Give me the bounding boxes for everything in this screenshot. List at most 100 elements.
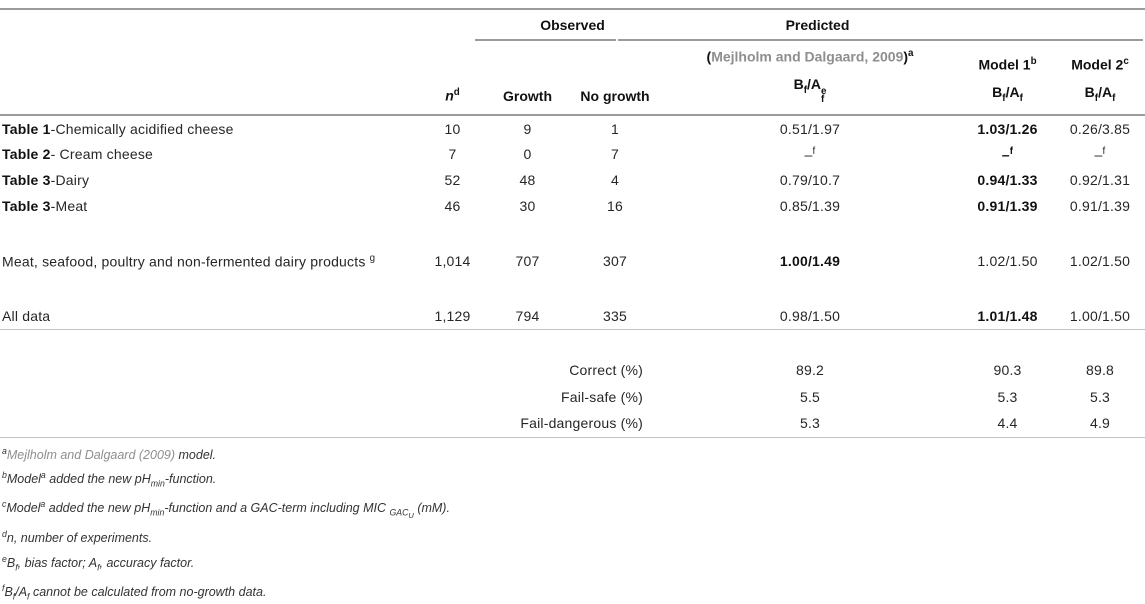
cell-n: 1,014 — [434, 253, 471, 269]
cell-label: Table 2- Cream cheese — [0, 141, 420, 167]
footnotes: aMejlholm and Dalgaard (2009) model. bMod… — [2, 441, 1142, 604]
table-row: All data 1,129 794 335 0.98/1.50 1.01/1.48 1.0… — [0, 303, 1145, 329]
row-label-bold: Table 3 — [2, 172, 51, 188]
cell-model1: 4.4 — [997, 415, 1018, 432]
mejlholm-citation-line: (Mejlholm and Dalgaard, 2009)a — [660, 48, 960, 65]
cell-label: All data — [0, 303, 420, 329]
table-row: Table 3-Meat 46 30 16 0.85/1.39 0.91/1.39 0.91… — [0, 193, 1145, 219]
header-columns-row: nd Growth No growth (Mejlholm and Dalgaa… — [0, 39, 1145, 115]
footnote-text: (mM). — [413, 501, 450, 516]
model2-label-line: Model 2c — [1055, 56, 1145, 73]
spacer-cell — [0, 329, 1145, 356]
cell-label: Table 3-Meat — [0, 193, 420, 219]
observed-label: Observed — [540, 16, 605, 33]
footnote-text: a — [2, 446, 7, 456]
bf-af-label: Bf/Af — [960, 84, 1055, 104]
header-group-row: Observed Predicted — [0, 10, 1145, 39]
cell-mejlholm: –f — [804, 145, 816, 163]
cell-growth: 48 — [519, 172, 536, 188]
cell-no-growth: 16 — [607, 198, 623, 214]
spacer-cell — [0, 219, 1145, 248]
cell-mejlholm: 0.79/10.7 — [779, 172, 841, 188]
cell-model1: 0.91/1.39 — [977, 198, 1038, 214]
footnote-line: dn, number of experiments. — [2, 524, 1142, 548]
footnote-text: added the new pH — [45, 472, 151, 487]
citation-link[interactable]: Mejlholm and Dalgaard, 2009 — [711, 48, 904, 65]
footnote-text: U — [408, 511, 414, 521]
af-sup-e: e — [820, 86, 827, 98]
col-group-observed: Observed — [485, 10, 660, 39]
row-label-bold: Table 1 — [2, 120, 51, 137]
footnote-text: Model — [6, 472, 41, 487]
model2-label: Model 2 — [1071, 56, 1124, 73]
cell-model1: 1.02/1.50 — [977, 253, 1038, 269]
summary-row: Fail-safe (%) 5.5 5.3 5.3 — [0, 383, 1145, 410]
spacer-row — [0, 219, 1145, 248]
cell-model1: 1.01/1.48 — [977, 307, 1038, 324]
af-a: /A — [806, 76, 821, 93]
bf-sub: f — [803, 85, 807, 97]
footnote-text: e — [2, 553, 7, 564]
cell-no-growth: 1 — [611, 120, 619, 137]
footnote-text: f — [15, 562, 18, 573]
citation-link[interactable]: Mejlholm and Dalgaard (2009) — [6, 448, 176, 463]
n-symbol: n — [445, 88, 454, 104]
cell-label: Table 3-Dairy — [0, 167, 420, 193]
cell-model1: 1.03/1.26 — [977, 120, 1038, 137]
spacer-row — [0, 329, 1145, 356]
cell-mejlholm: 0.51/1.97 — [779, 120, 841, 137]
cell-growth: 30 — [519, 198, 536, 214]
header-empty — [0, 10, 485, 39]
cell-model2: 0.26/3.85 — [1069, 120, 1131, 137]
bf-b: B — [1084, 84, 1095, 101]
paren-close: ) — [903, 48, 909, 65]
cell-model2: 0.91/1.39 — [1069, 198, 1131, 214]
row-label-sup: g — [369, 252, 376, 264]
col-header-no-growth: No growth — [570, 39, 660, 115]
cell-n: 10 — [444, 120, 461, 137]
col-header-model1: Model 1b Bf/Af — [960, 39, 1055, 115]
af-sub-f: f — [820, 94, 825, 106]
af-sub: f — [1112, 93, 1116, 104]
footnote-text: c — [2, 499, 7, 510]
summary-label: Fail-dangerous (%) — [520, 415, 643, 432]
cell-mejlholm: 5.5 — [799, 388, 821, 405]
summary-row: Correct (%) 89.2 90.3 89.8 — [0, 356, 1145, 383]
col-header-label — [0, 39, 420, 115]
table-row: Meat, seafood, poultry and non-fermented… — [0, 248, 1145, 274]
cell-model2: 1.00/1.50 — [1069, 307, 1131, 324]
summary-label: Correct (%) — [569, 361, 643, 378]
footnote-text: f — [12, 591, 16, 602]
observed-group-rule — [475, 39, 616, 41]
cell-label: Table 1-Chemically acidified cheese — [0, 115, 420, 141]
footnote-text: a — [40, 499, 46, 510]
row-label: Meat, seafood, poultry and non-fermented… — [2, 253, 370, 270]
col-header-model2: Model 2c Bf/Af — [1055, 39, 1145, 115]
af-a: /A — [1098, 84, 1113, 101]
footnote-text: f — [27, 591, 30, 602]
footnote-text: min — [150, 508, 165, 519]
mejlholm-sup: a — [908, 47, 914, 59]
bf-sub: f — [1002, 93, 1006, 104]
n-sup: d — [453, 87, 460, 99]
cell-no-growth: 335 — [603, 307, 627, 324]
footnote-text: f — [97, 562, 100, 573]
footnote-line: eBf, bias factor; Af, accuracy factor. — [2, 549, 1142, 578]
summary-row: Fail-dangerous (%) 5.3 4.4 4.9 — [0, 410, 1145, 437]
footnote-text: -function. — [164, 472, 217, 487]
cell-model2: 1.02/1.50 — [1069, 253, 1131, 269]
footnote-text: B — [4, 584, 13, 599]
af-a: /A — [1005, 84, 1020, 101]
predicted-label: Predicted — [785, 16, 850, 33]
footnote-text: f — [2, 582, 5, 593]
row-label: - Cream cheese — [50, 146, 154, 162]
row-label: -Dairy — [50, 172, 90, 188]
col-header-n: nd — [420, 39, 485, 115]
bf-sub: f — [1094, 93, 1099, 104]
cell-mejlholm: 1.00/1.49 — [779, 253, 841, 269]
spacer-row — [0, 274, 1145, 303]
cell-n: 7 — [448, 146, 457, 162]
cell-growth: 9 — [523, 120, 532, 137]
